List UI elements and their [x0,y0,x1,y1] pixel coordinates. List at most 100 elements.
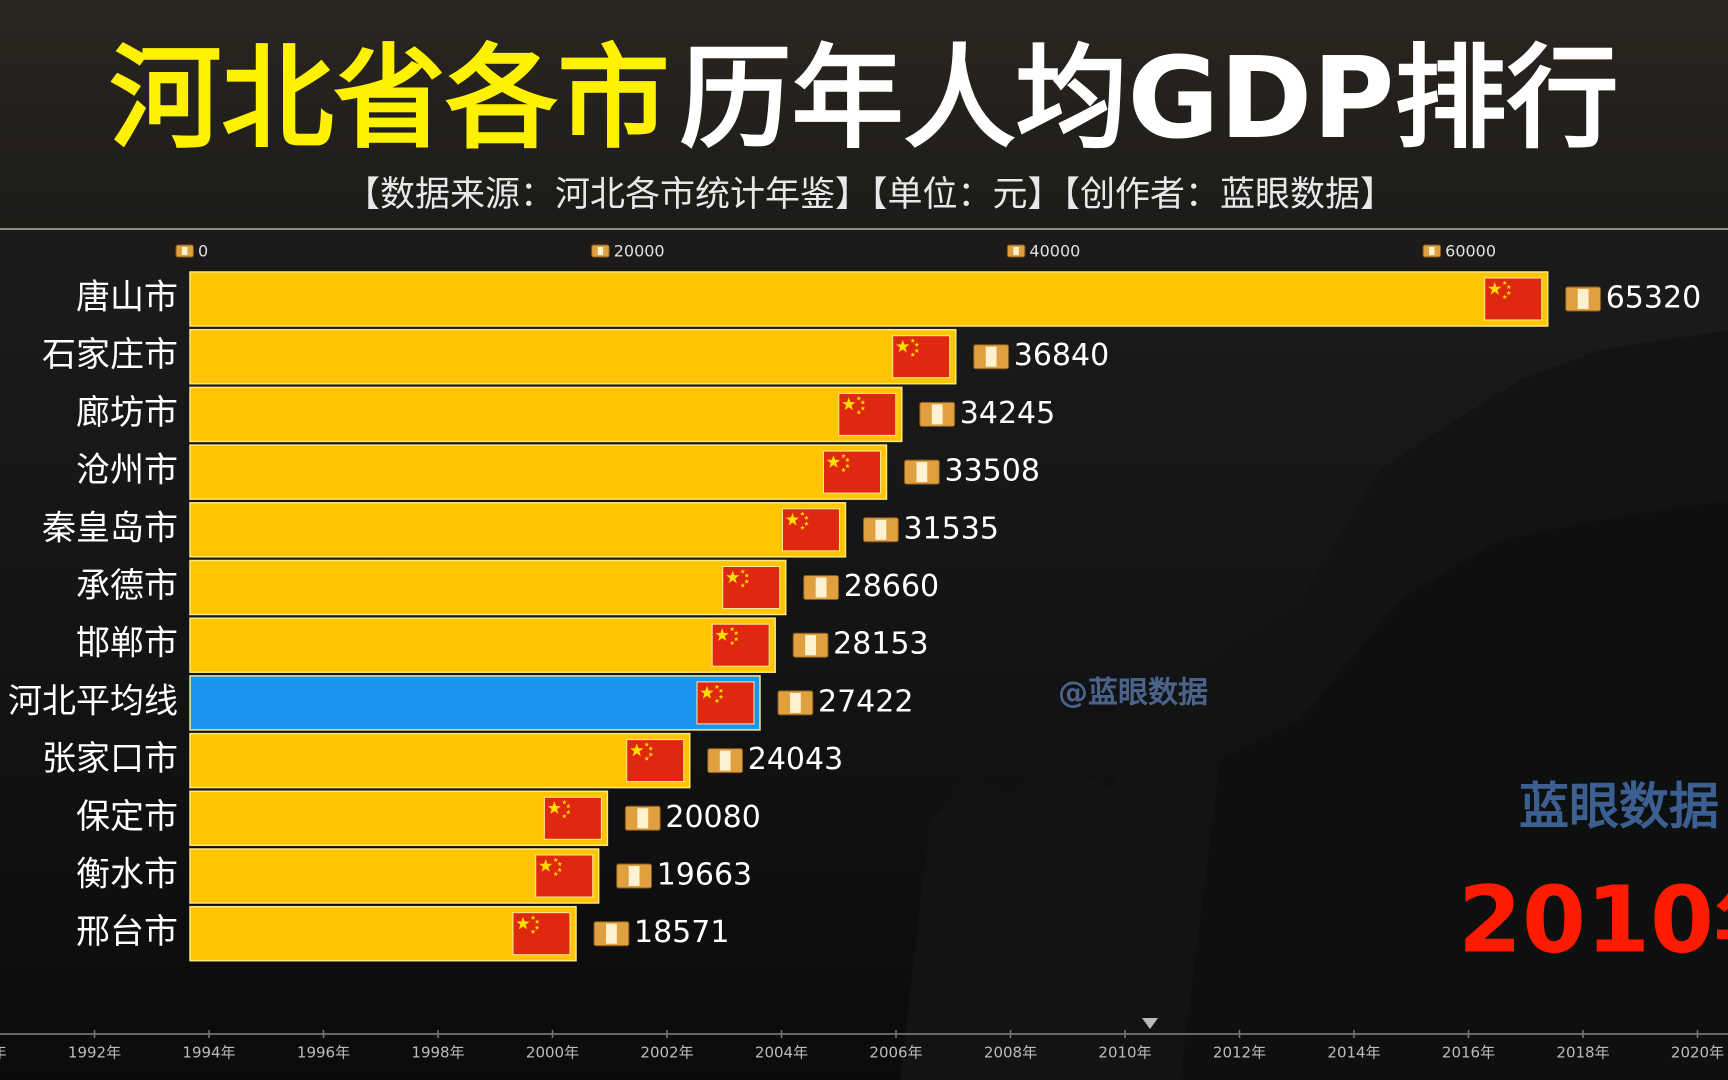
flag-star [726,570,740,584]
value-label: 31535 [903,511,998,546]
bar [189,790,609,847]
money-icon-band [182,247,188,255]
timeline-label: 1996年 [297,1044,350,1062]
flag-star [785,512,800,526]
flag-star [860,405,866,411]
timeline-label: 2004年 [755,1044,808,1062]
category-label: 邯郸市 [76,624,178,664]
category-label: 沧州市 [76,451,178,491]
category-label: 石家庄市 [42,335,178,375]
flag [535,854,594,898]
flag-star [566,803,571,809]
value-label: 24043 [748,742,843,777]
value-label: 33508 [944,454,1039,489]
value-label: 65320 [1606,281,1701,316]
watermark: @蓝眼数据 [1058,676,1208,711]
timeline-label: 2014年 [1327,1044,1380,1062]
money-icon-band [931,404,943,425]
x-tick-label: 40000 [1029,242,1080,261]
flag-star [714,698,720,703]
flag-star [530,915,536,920]
current-year: 2010年 [1458,866,1728,973]
money-icon-band [789,692,801,713]
flag-star [644,756,650,761]
flag-star [896,339,910,353]
money-icon-band [628,866,640,886]
timeline-marker [1142,1018,1158,1029]
money-icon-band [597,247,604,255]
flag-star [914,348,920,353]
bar [189,444,888,500]
bar [189,905,577,962]
category-label: 河北平均线 [8,681,178,721]
flag [696,681,755,725]
value-label: 20080 [665,800,760,835]
timeline-label: 2008年 [984,1044,1037,1062]
flag-star [553,871,559,876]
money-icon-band [719,750,731,771]
flag-star [841,467,846,473]
category-label: 衡水市 [76,855,178,895]
money-icon-band [637,808,649,829]
timeline-label: 2018年 [1556,1044,1609,1062]
timeline-label: 1994年 [182,1044,235,1062]
flag-star [733,636,739,642]
flag [1484,277,1543,321]
value-label: 18571 [634,915,729,950]
category-label: 承德市 [76,566,178,606]
flag-star [1502,294,1508,299]
flag-star [1506,284,1512,289]
flag [711,623,770,667]
bar [189,502,847,558]
x-tick-label: 0 [198,242,208,261]
bar [189,386,903,443]
timeline-label: 2000年 [526,1044,579,1062]
timeline-label: 2002年 [640,1044,693,1062]
x-tick-label: 20000 [614,242,665,261]
flag-star [557,861,563,866]
flag-star [557,867,563,872]
flag [838,392,897,436]
flag [722,566,781,609]
flag-star [729,640,735,646]
category-label: 秦皇岛市 [42,508,178,548]
flag-star [547,801,561,814]
timeline-label: 2010年 [1098,1044,1151,1062]
bar [189,732,691,789]
flag-star [648,746,654,751]
value-label: 19663 [657,858,752,893]
flag-star [714,684,720,689]
flag-star [842,397,856,411]
category-label: 廊坊市 [76,393,178,433]
timeline-label: 1992年 [68,1044,121,1062]
flag-star [804,515,809,520]
flag-star [845,457,850,463]
flag-star [729,626,735,632]
flag-star [539,859,553,872]
flag-star [845,463,850,469]
timeline-label: 2006年 [869,1044,922,1062]
money-icon-band [606,923,617,944]
flag-star [910,338,916,343]
flag-star [566,809,571,815]
money-icon-band [916,462,928,483]
flag-star [1488,282,1502,295]
title-text: 历年人均GDP排行 [680,34,1619,164]
timeline-label: 2012年 [1213,1044,1266,1062]
flag-star [910,352,916,357]
flag-star [553,857,559,862]
category-label: 保定市 [76,797,178,837]
flag-star [648,752,654,757]
flag-star [562,799,567,805]
flag [512,912,571,956]
flag-star [914,342,920,347]
flag-star [744,579,750,584]
money-icon-band [1429,247,1435,255]
bar [189,675,761,731]
flag-star [718,694,724,699]
value-label: 28660 [844,569,939,604]
flag-star [800,511,805,516]
flag-star [530,929,536,934]
value-label: 34245 [960,396,1055,431]
